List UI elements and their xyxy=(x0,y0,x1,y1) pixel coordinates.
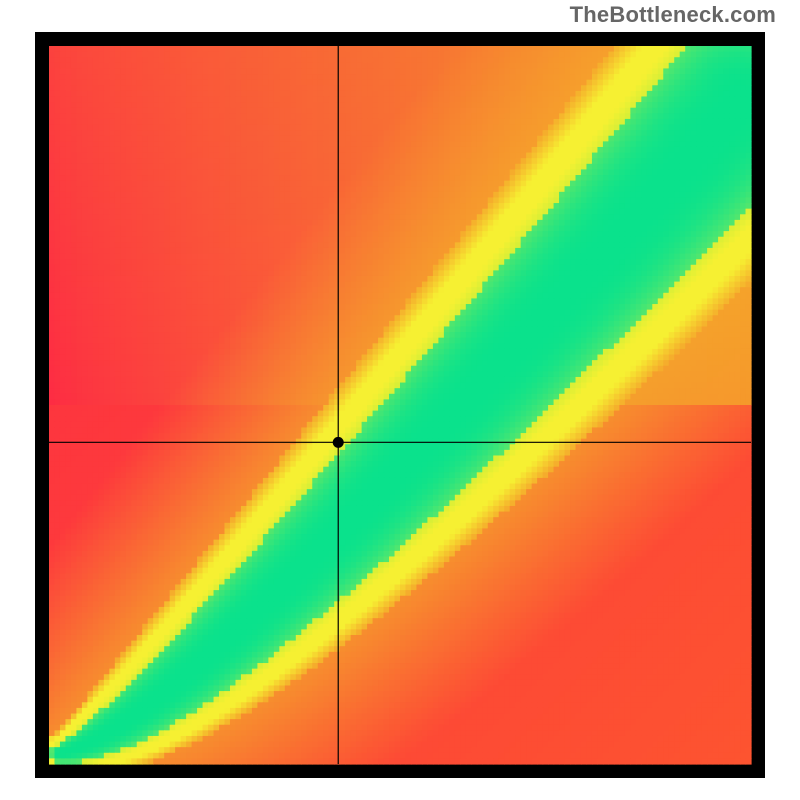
chart-container: TheBottleneck.com xyxy=(0,0,800,800)
bottleneck-heatmap xyxy=(35,32,765,778)
watermark-text: TheBottleneck.com xyxy=(570,2,776,28)
heatmap-svg xyxy=(35,32,765,778)
